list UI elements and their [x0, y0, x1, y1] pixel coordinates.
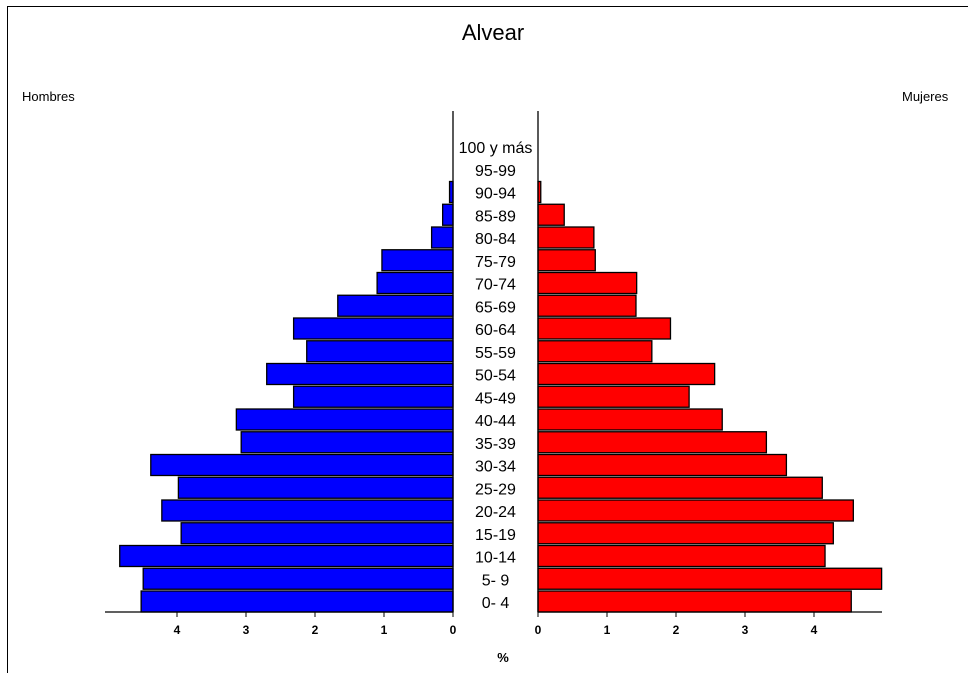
male-bar-11 — [306, 340, 454, 363]
age-label-5: 25-29 — [475, 481, 516, 498]
female-bar-5 — [537, 476, 823, 499]
female-bars — [537, 180, 883, 613]
age-label-15: 75-79 — [475, 254, 516, 271]
male-bar-1 — [142, 567, 454, 590]
age-label-18: 90-94 — [475, 186, 516, 203]
female-bar-4 — [537, 499, 854, 522]
male-bar-5 — [177, 476, 454, 499]
chart-title: Alvear — [462, 20, 524, 45]
male-bar-14 — [376, 271, 454, 295]
left-side-label: Hombres — [22, 89, 75, 104]
age-label-17: 85-89 — [475, 208, 516, 225]
left-tick-label-2: 2 — [312, 623, 319, 637]
female-bar-9 — [537, 385, 690, 408]
chart-frame — [7, 6, 968, 673]
male-bar-9 — [292, 385, 454, 408]
age-label-13: 65-69 — [475, 299, 516, 316]
age-label-16: 80-84 — [475, 231, 516, 248]
left-tick-label-1: 3 — [243, 623, 250, 637]
male-bar-6 — [150, 453, 454, 477]
female-bar-16 — [537, 226, 595, 249]
female-bar-6 — [537, 453, 788, 477]
male-bar-7 — [240, 431, 454, 454]
age-label-2: 10-14 — [475, 550, 516, 567]
male-bar-15 — [381, 249, 454, 272]
right-tick-label-1: 1 — [604, 623, 611, 637]
female-bar-11 — [537, 340, 653, 363]
female-bar-2 — [537, 544, 826, 568]
male-bar-13 — [337, 294, 454, 317]
female-bar-12 — [537, 317, 672, 340]
age-label-19: 95-99 — [475, 163, 516, 180]
female-bar-17 — [537, 203, 565, 226]
male-bar-17 — [441, 203, 454, 226]
male-bar-12 — [292, 317, 454, 340]
age-label-4: 20-24 — [475, 504, 516, 521]
male-bars — [119, 180, 454, 613]
male-bar-2 — [119, 544, 454, 568]
female-bar-1 — [537, 567, 883, 590]
age-label-20: 100 y más — [459, 140, 533, 157]
female-bar-7 — [537, 431, 768, 454]
male-bar-10 — [266, 362, 454, 386]
left-tick-label-4: 0 — [450, 623, 457, 637]
right-tick-label-2: 2 — [673, 623, 680, 637]
age-label-0: 0- 4 — [482, 595, 510, 612]
right-side-label: Mujeres — [902, 89, 949, 104]
female-bar-3 — [537, 522, 834, 545]
left-tick-label-0: 4 — [174, 623, 181, 637]
female-bar-8 — [537, 408, 723, 431]
age-label-11: 55-59 — [475, 345, 516, 362]
age-group-labels: 0- 4 5- 9 10-14 15-19 20-24 25-29 30-34 35-39 40… — [459, 140, 533, 612]
male-bar-8 — [235, 408, 454, 431]
age-label-9: 45-49 — [475, 390, 516, 407]
male-bar-0 — [140, 590, 454, 613]
age-label-3: 15-19 — [475, 527, 516, 544]
age-label-8: 40-44 — [475, 413, 516, 430]
right-tick-label-3: 3 — [742, 623, 749, 637]
male-bar-3 — [180, 522, 454, 545]
right-tick-label-0: 0 — [535, 623, 542, 637]
male-bar-4 — [161, 499, 454, 522]
left-tick-label-3: 1 — [381, 623, 388, 637]
female-bar-10 — [537, 362, 716, 386]
age-label-1: 5- 9 — [482, 572, 510, 589]
age-label-12: 60-64 — [475, 322, 516, 339]
male-bar-16 — [430, 226, 454, 249]
age-label-7: 35-39 — [475, 436, 516, 453]
age-label-14: 70-74 — [475, 277, 516, 294]
female-bar-13 — [537, 294, 637, 317]
right-tick-label-4: 4 — [811, 623, 818, 637]
x-axis-unit-label: % — [497, 650, 509, 665]
axes: 4 3 2 1 0 0 1 2 3 4 — [105, 111, 882, 637]
female-bar-0 — [537, 590, 852, 613]
female-bar-15 — [537, 249, 596, 272]
age-label-6: 30-34 — [475, 459, 516, 476]
age-label-10: 50-54 — [475, 368, 516, 385]
female-bar-14 — [537, 271, 638, 295]
